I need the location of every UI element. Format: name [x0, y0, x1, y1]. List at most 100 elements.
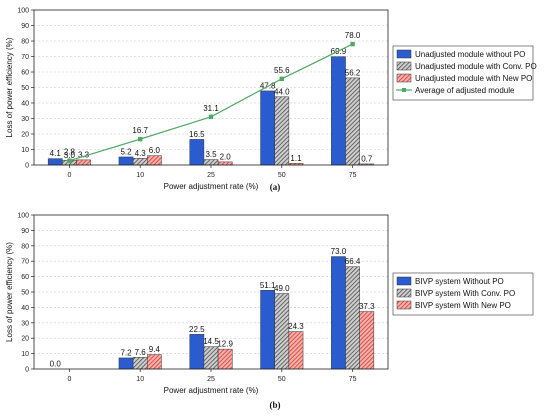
data-label: 22.5 — [189, 325, 205, 334]
data-label: 31.1 — [203, 104, 219, 113]
y-tick-label: 60 — [21, 70, 29, 77]
line-point — [279, 76, 284, 82]
data-label: 7.6 — [135, 348, 147, 357]
line-point — [67, 158, 72, 163]
data-label: 14.5 — [203, 337, 219, 346]
legend-swatch — [396, 276, 412, 286]
data-label: 0.0 — [50, 360, 62, 369]
data-label: 44.0 — [274, 87, 290, 96]
legend — [392, 45, 534, 101]
bar — [274, 293, 290, 370]
y-tick-label: 90 — [21, 23, 29, 30]
data-label: 5.2 — [120, 147, 132, 156]
legend-label: Average of adjusted module — [415, 86, 515, 95]
legend-swatch — [396, 300, 412, 310]
bar — [331, 256, 346, 370]
legend-label: Unadjusted module with New PO — [415, 74, 532, 83]
y-tick-label: 0 — [25, 367, 29, 374]
x-tick-label: 0 — [67, 172, 71, 179]
bar — [118, 357, 134, 370]
data-label: 73.0 — [331, 247, 347, 256]
data-label: 24.3 — [288, 322, 304, 331]
y-tick-label: 60 — [21, 274, 29, 281]
legend-label: BIVP system With New PO — [415, 301, 511, 310]
x-tick-label: 10 — [136, 376, 144, 383]
bar — [260, 290, 275, 370]
data-label: 66.4 — [345, 257, 361, 266]
y-tick-label: 20 — [21, 132, 29, 139]
data-label: 3.0 — [64, 151, 76, 160]
y-tick-label: 100 — [17, 213, 29, 220]
data-label: 3.5 — [205, 150, 217, 159]
bar — [203, 346, 219, 370]
bar — [189, 334, 205, 370]
x-tick-label: 50 — [278, 376, 286, 383]
bar — [217, 348, 233, 370]
data-label: 4.1 — [50, 149, 62, 158]
data-label: 0.7 — [361, 154, 373, 163]
data-label: 37.3 — [359, 302, 375, 311]
y-tick-label: 0 — [25, 163, 29, 170]
data-label: 6.0 — [149, 146, 161, 155]
bar — [118, 156, 134, 166]
y-tick-label: 70 — [21, 54, 29, 61]
chart-a: 0 10 20 30 40 50 60 70 80 90 100 0 10 25 50 75 4.1 5.2 16.… — [5, 8, 537, 193]
legend-swatch — [396, 49, 412, 59]
data-label: 51.1 — [260, 281, 276, 290]
x-tick-label: 25 — [207, 376, 215, 383]
y-axis-label: Loss of power efficiency (%) — [5, 242, 14, 342]
x-tick-label: 25 — [207, 172, 215, 179]
data-label: 49.0 — [274, 284, 290, 293]
y-tick-label: 50 — [21, 85, 29, 92]
x-tick-label: 75 — [349, 376, 357, 383]
y-tick-label: 80 — [21, 243, 29, 250]
bar — [359, 311, 375, 370]
bar — [147, 155, 162, 166]
legend-label: Unadjusted module without PO — [415, 50, 525, 59]
legend-swatch — [396, 73, 412, 83]
data-label: 69.9 — [331, 47, 347, 56]
plot-frame — [33, 214, 389, 370]
series-line — [69, 43, 353, 162]
x-tick-label: 75 — [349, 172, 357, 179]
y-tick-label: 40 — [21, 305, 29, 312]
y-tick-label: 30 — [21, 320, 29, 327]
y-tick-label: 70 — [21, 259, 29, 266]
bar — [132, 158, 148, 166]
bar — [203, 159, 219, 166]
bar — [288, 331, 304, 370]
x-axis-label: Power adjustment rate (%) — [164, 386, 259, 395]
y-tick-label: 30 — [21, 116, 29, 123]
y-tick-label: 40 — [21, 101, 29, 108]
data-label: 4.3 — [135, 149, 147, 158]
plot-frame — [33, 9, 389, 166]
bar — [260, 90, 275, 166]
data-label: 1.1 — [290, 154, 302, 163]
data-label: 2.8 — [64, 148, 76, 157]
line-point — [350, 41, 355, 47]
x-tick-label: 50 — [278, 172, 286, 179]
bar — [274, 96, 290, 166]
y-axis-label: Loss of power efficiency (%) — [5, 37, 14, 137]
y-tick-label: 90 — [21, 228, 29, 235]
chart-b: 0 10 20 30 40 50 60 70 80 90 100 0 10 25 50 75 0.0 7.2 22.… — [5, 213, 534, 410]
y-tick-label: 100 — [17, 8, 29, 15]
bar — [147, 354, 162, 370]
data-label: 7.2 — [120, 348, 132, 357]
data-label: 16.5 — [189, 130, 205, 139]
y-tick-label: 10 — [21, 147, 29, 154]
line-point — [208, 114, 214, 119]
data-label: 56.2 — [345, 68, 361, 77]
y-tick-label: 20 — [21, 336, 29, 343]
data-label: 12.9 — [217, 340, 233, 349]
y-tick-label: 50 — [21, 290, 29, 297]
panel-label: (b) — [270, 400, 281, 410]
data-label: 2.0 — [220, 152, 232, 161]
data-label: 78.0 — [345, 31, 361, 40]
x-tick-label: 10 — [136, 172, 144, 179]
bar — [217, 161, 233, 166]
legend-label: BIVP system With Conv. PO — [415, 289, 515, 298]
panel-label: (a) — [270, 182, 281, 192]
y-tick-label: 10 — [21, 351, 29, 358]
